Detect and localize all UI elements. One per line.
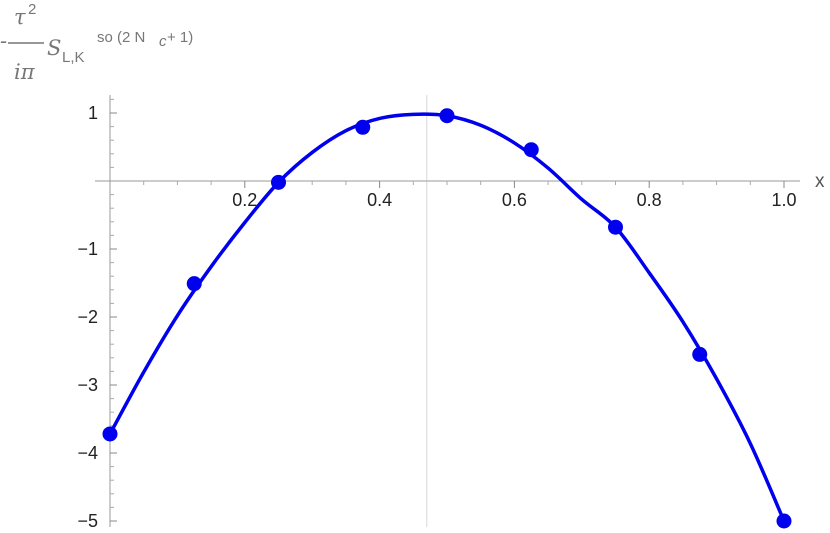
x-minor-ticks	[143, 181, 751, 185]
x-tick-label: 0.6	[502, 190, 527, 210]
data-point	[271, 174, 286, 190]
svg-text:-: -	[0, 29, 7, 53]
svg-text:so (2 N: so (2 N	[97, 29, 145, 46]
svg-text:S: S	[47, 36, 61, 60]
y-tick-label: −5	[77, 511, 98, 531]
data-point	[355, 119, 371, 135]
svg-text:c: c	[159, 33, 167, 50]
data-point	[439, 108, 455, 124]
x-tick-label: 0.4	[367, 190, 392, 210]
svg-text:iπ: iπ	[14, 60, 36, 84]
data-point	[186, 276, 202, 292]
svg-text:τ: τ	[14, 5, 26, 29]
x-axis-label: x	[815, 171, 825, 192]
series-curve	[108, 112, 786, 522]
data-point	[776, 513, 792, 529]
x-tick-label: 1.0	[771, 190, 796, 210]
y-tick-label: −4	[77, 443, 98, 463]
y-tick-label: 1	[88, 103, 98, 123]
svg-text:L,K: L,K	[62, 49, 85, 66]
data-point	[608, 219, 623, 235]
y-ticks: 1 −1 −2 −3 −4 −5	[77, 103, 117, 531]
y-minor-ticks	[110, 98, 114, 508]
data-point	[692, 346, 708, 362]
data-point	[102, 426, 118, 442]
y-tick-label: −1	[77, 239, 98, 259]
y-tick-label: −3	[77, 375, 98, 395]
y-axis-label: - τ 2 iπ S L,K so (2 N c + 1)	[0, 1, 193, 84]
x-tick-label: 0.8	[637, 190, 662, 210]
y-tick-label: −2	[77, 307, 98, 327]
x-tick-label: 0.2	[232, 190, 257, 210]
svg-text:2: 2	[28, 1, 36, 18]
svg-text:+ 1): + 1)	[167, 29, 193, 46]
series-points	[102, 108, 792, 529]
x-ticks: 0.2 0.4 0.6 0.8 1.0	[232, 181, 797, 210]
data-point	[523, 142, 539, 158]
